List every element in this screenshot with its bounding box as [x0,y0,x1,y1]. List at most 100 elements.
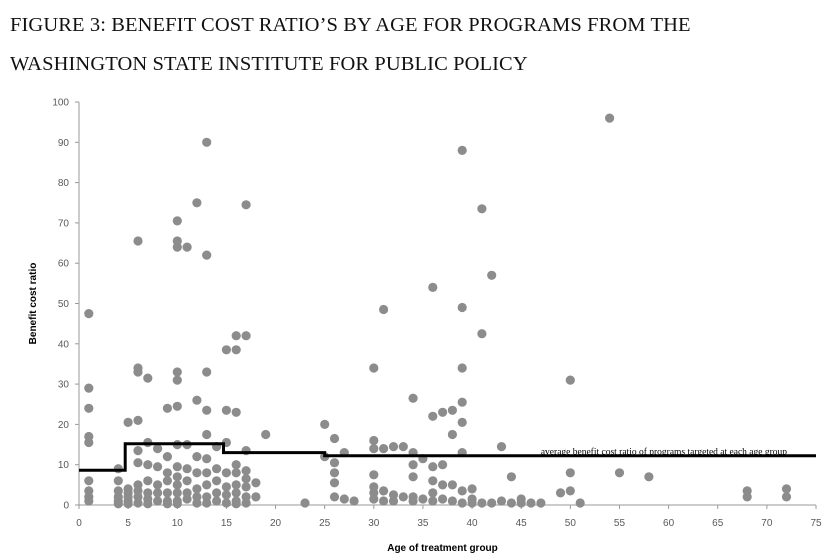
x-tick-label: 55 [614,518,626,529]
data-point [457,145,467,155]
data-point [447,405,457,415]
data-point [575,498,585,508]
data-point [261,429,271,440]
y-tick-label: 90 [58,138,70,149]
data-point [192,452,202,462]
data-point [438,480,448,490]
data-point [212,476,222,486]
data-point [202,480,212,490]
data-point [241,482,251,492]
data-point [192,468,202,478]
y-axis-title: Benefit cost ratio [28,263,39,345]
data-point [565,375,575,385]
data-point [457,417,467,427]
data-point [202,468,212,478]
data-point [143,499,153,509]
data-point [339,494,349,504]
data-point [605,113,615,123]
data-point [202,429,212,440]
data-point [300,498,310,508]
data-point [241,200,251,210]
average-step-line [79,442,816,472]
data-point [457,363,467,373]
data-point [153,462,163,472]
data-point [212,464,222,474]
data-point [192,198,202,208]
data-point [428,462,438,472]
data-point [369,470,379,480]
data-point [536,498,546,508]
data-point [241,498,251,508]
data-point [133,236,143,246]
data-point [221,468,231,478]
data-point [113,464,123,474]
data-point [369,444,379,454]
data-point [379,486,389,496]
data-point [467,498,477,508]
data-point [172,401,182,411]
x-tick-label: 65 [712,518,724,529]
data-point [231,488,241,498]
data-point [379,304,389,315]
data-point [408,393,418,403]
data-point [162,488,172,498]
data-point [162,468,172,478]
data-point [241,474,251,484]
data-point [565,468,575,478]
data-point [231,407,241,417]
data-point [398,442,408,452]
data-point [192,395,202,405]
data-point [182,242,192,252]
data-point [133,498,143,508]
data-point [477,204,487,214]
data-point [516,498,526,508]
data-point [320,419,330,429]
data-point [123,499,133,509]
x-axis-title: Age of treatment group [387,543,498,554]
x-tick-label: 60 [663,518,675,529]
data-point [143,476,153,486]
data-point [123,417,133,427]
y-tick-label: 20 [58,420,70,431]
y-tick-label: 70 [58,218,70,229]
data-point [231,499,241,509]
data-point [84,476,94,486]
data-point [329,492,340,502]
data-points [84,113,792,509]
y-tick-label: 50 [58,299,70,310]
x-tick-label: 5 [125,518,131,529]
data-point [172,462,182,472]
data-point [172,499,182,509]
data-point [231,480,241,490]
data-point [418,494,428,504]
data-point [221,405,231,415]
data-point [428,282,438,292]
data-point [172,480,182,490]
data-point [526,498,536,508]
data-point [369,363,379,373]
data-point [231,345,241,355]
data-point [133,415,143,425]
data-point [172,375,182,385]
data-point [231,331,241,341]
data-point [212,488,222,498]
data-point [496,442,507,452]
data-point [467,484,477,494]
data-point [428,488,438,498]
x-tick-label: 0 [76,518,82,529]
data-point [251,492,261,502]
data-point [202,250,212,260]
data-point [428,411,438,421]
data-point [241,466,251,476]
x-tick-label: 40 [467,518,479,529]
data-point [428,476,438,486]
data-point [143,460,153,470]
data-point [477,498,487,508]
x-tick-label: 30 [368,518,380,529]
data-point [457,486,467,496]
data-point [742,492,752,502]
data-point [388,442,399,452]
data-point [84,309,94,319]
data-point [438,494,448,504]
data-point [162,499,172,509]
